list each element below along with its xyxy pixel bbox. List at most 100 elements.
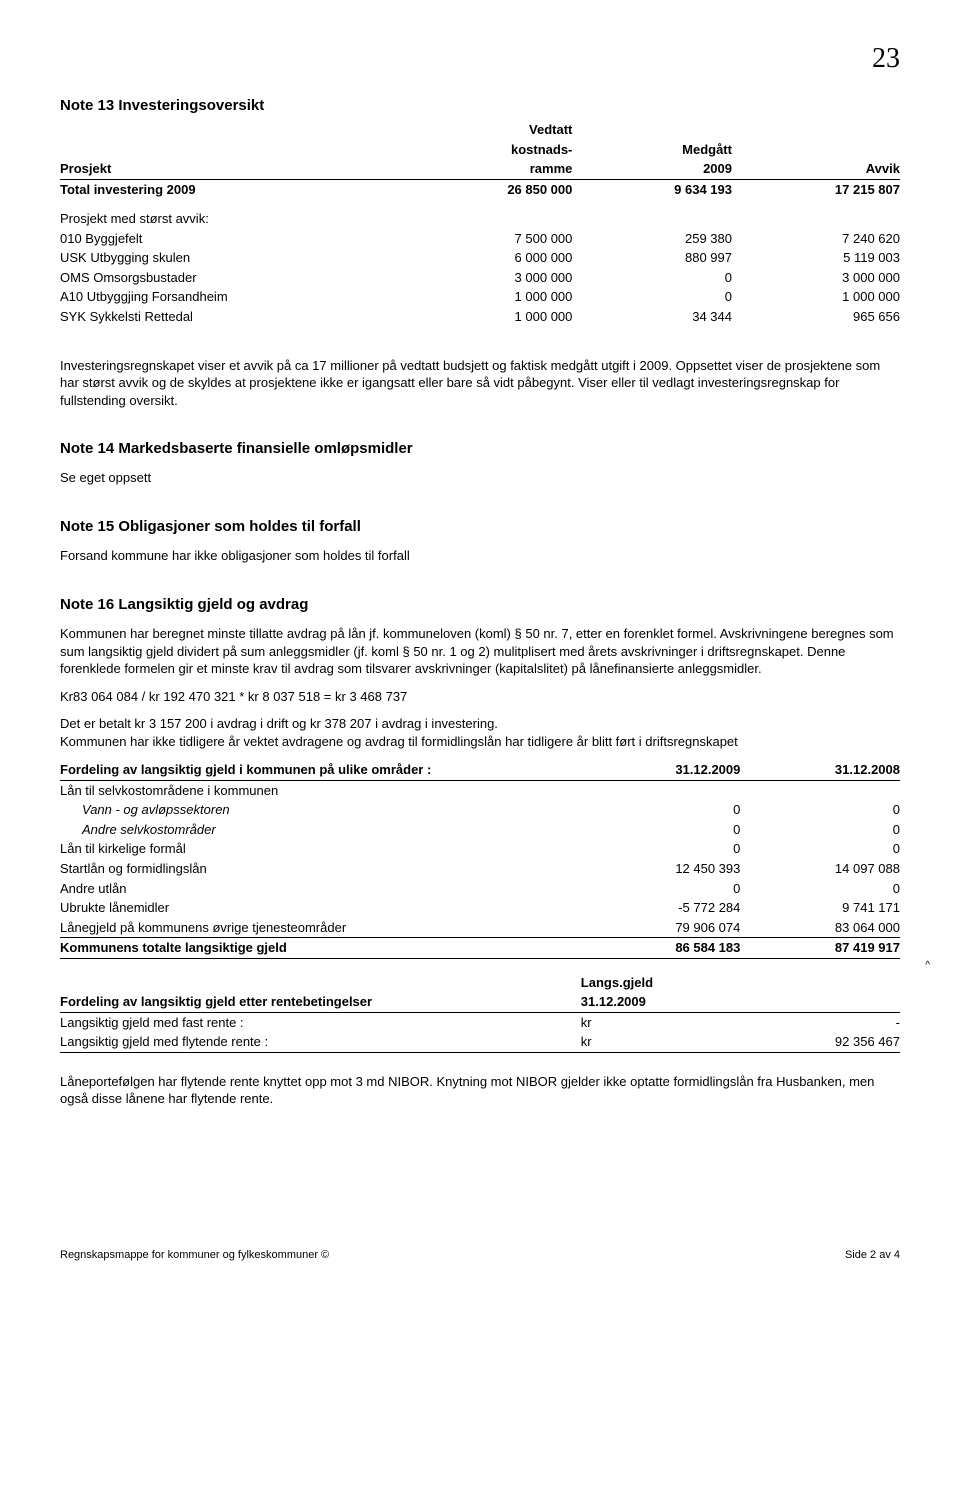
cell: 3 000 000 <box>732 268 900 288</box>
cell: 0 <box>581 820 741 840</box>
n16a-h3: 31.12.2008 <box>740 760 900 780</box>
cell: 92 356 467 <box>740 1032 900 1052</box>
n16b-h1: Fordeling av langsiktig gjeld etter rent… <box>60 992 581 1012</box>
table-row: Lånegjeld på kommunens øvrige tjenesteom… <box>60 918 900 938</box>
note13-h2a: Vedtatt <box>413 120 573 140</box>
cell: 880 997 <box>572 248 732 268</box>
cell: Langsiktig gjeld med flytende rente : <box>60 1032 581 1052</box>
cell: 0 <box>740 800 900 820</box>
cell: Lån til kirkelige formål <box>60 839 581 859</box>
cell: Andre selvkostområder <box>60 820 581 840</box>
table-row: Vann - og avløpssektoren00 <box>60 800 900 820</box>
note16-tableA: Fordeling av langsiktig gjeld i kommunen… <box>60 760 900 958</box>
cell: 1 000 000 <box>413 307 573 327</box>
note13-paragraph: Investeringsregnskapet viser et avvik på… <box>60 357 900 410</box>
note13-h2c: ramme <box>413 159 573 179</box>
note14-title: Note 14 Markedsbaserte finansielle omløp… <box>60 439 900 459</box>
cell: 1 000 000 <box>413 287 573 307</box>
note13-h4: Avvik <box>732 159 900 179</box>
note13-total-v1: 26 850 000 <box>413 179 573 199</box>
table-row: Andre utlån00 <box>60 879 900 899</box>
note16-equation: Kr83 064 084 / kr 192 470 321 * kr 8 037… <box>60 688 900 706</box>
table-row: 010 Byggjefelt7 500 000259 3807 240 620 <box>60 229 900 249</box>
cell: SYK Sykkelsti Rettedal <box>60 307 413 327</box>
cell: Langsiktig gjeld med fast rente : <box>60 1012 581 1032</box>
note13-h3a: Medgått <box>572 140 732 160</box>
cell: 0 <box>572 268 732 288</box>
cell <box>740 780 900 800</box>
caret-mark: ^ <box>925 959 930 973</box>
cell: 0 <box>740 879 900 899</box>
cell: 79 906 074 <box>581 918 741 938</box>
cell: Ubrukte lånemidler <box>60 898 581 918</box>
cell: 7 500 000 <box>413 229 573 249</box>
note16-para2: Det er betalt kr 3 157 200 i avdrag i dr… <box>60 715 900 750</box>
cell: 6 000 000 <box>413 248 573 268</box>
cell: 3 000 000 <box>413 268 573 288</box>
cell: 12 450 393 <box>581 859 741 879</box>
n16a-total-v1: 86 584 183 <box>581 938 741 959</box>
footer-left: Regnskapsmappe for kommuner og fylkeskom… <box>60 1248 329 1263</box>
cell: 0 <box>581 879 741 899</box>
cell: 965 656 <box>732 307 900 327</box>
note13-total-v3: 17 215 807 <box>732 179 900 199</box>
cell: 5 119 003 <box>732 248 900 268</box>
note13-title: Note 13 Investeringsoversikt <box>60 96 900 116</box>
cell: Vann - og avløpssektoren <box>60 800 581 820</box>
cell: 0 <box>572 287 732 307</box>
n16a-total-label: Kommunens totalte langsiktige gjeld <box>60 938 581 959</box>
note15-title: Note 15 Obligasjoner som holdes til forf… <box>60 517 900 537</box>
cell: 0 <box>581 839 741 859</box>
cell: OMS Omsorgsbustader <box>60 268 413 288</box>
note13-h2b: kostnads- <box>413 140 573 160</box>
cell: - <box>740 1012 900 1032</box>
cell: USK Utbygging skulen <box>60 248 413 268</box>
note13-h3b: 2009 <box>572 159 732 179</box>
cell: Startlån og formidlingslån <box>60 859 581 879</box>
cell: 0 <box>581 800 741 820</box>
table-row: Langsiktig gjeld med fast rente :kr- <box>60 1012 900 1032</box>
cell: 34 344 <box>572 307 732 327</box>
note16-para1: Kommunen har beregnet minste tillatte av… <box>60 625 900 678</box>
table-row: OMS Omsorgsbustader3 000 00003 000 000 <box>60 268 900 288</box>
cell: 0 <box>740 839 900 859</box>
n16b-h2a: Langs.gjeld <box>581 973 741 993</box>
cell: 259 380 <box>572 229 732 249</box>
note16-tableB: Langs.gjeld Fordeling av langsiktig gjel… <box>60 973 900 1053</box>
note16-title: Note 16 Langsiktig gjeld og avdrag <box>60 595 900 615</box>
note13-sublabel: Prosjekt med størst avvik: <box>60 209 413 229</box>
cell: Andre utlån <box>60 879 581 899</box>
cell: 1 000 000 <box>732 287 900 307</box>
note14-line: Se eget oppsett <box>60 469 900 487</box>
cell: Lån til selvkostområdene i kommunen <box>60 780 581 800</box>
table-row: Langsiktig gjeld med flytende rente :kr9… <box>60 1032 900 1052</box>
cell: 14 097 088 <box>740 859 900 879</box>
n16a-h2: 31.12.2009 <box>581 760 741 780</box>
cell: Lånegjeld på kommunens øvrige tjenesteom… <box>60 918 581 938</box>
footer-right: Side 2 av 4 <box>845 1248 900 1263</box>
note13-total-v2: 9 634 193 <box>572 179 732 199</box>
note16-para3: Låneportefølgen har flytende rente knytt… <box>60 1073 900 1108</box>
cell: 010 Byggjefelt <box>60 229 413 249</box>
n16a-h1: Fordeling av langsiktig gjeld i kommunen… <box>60 760 581 780</box>
cell: 9 741 171 <box>740 898 900 918</box>
cell: 0 <box>740 820 900 840</box>
cell: kr <box>581 1012 741 1032</box>
note13-h1: Prosjekt <box>60 159 413 179</box>
page-number-handwritten: 23 <box>60 40 900 78</box>
cell: 83 064 000 <box>740 918 900 938</box>
cell: 7 240 620 <box>732 229 900 249</box>
table-row: SYK Sykkelsti Rettedal1 000 00034 344965… <box>60 307 900 327</box>
n16a-total-v2: 87 419 917 <box>740 938 900 959</box>
table-row: A10 Utbyggjing Forsandheim1 000 00001 00… <box>60 287 900 307</box>
cell: -5 772 284 <box>581 898 741 918</box>
cell <box>581 780 741 800</box>
page-footer: Regnskapsmappe for kommuner og fylkeskom… <box>60 1248 900 1263</box>
note13-table: Vedtatt kostnads- Medgått Prosjekt ramme… <box>60 120 900 326</box>
n16b-h2b: 31.12.2009 <box>581 992 741 1012</box>
table-row: Ubrukte lånemidler-5 772 2849 741 171 <box>60 898 900 918</box>
note13-total-label: Total investering 2009 <box>60 179 413 199</box>
table-row: USK Utbygging skulen6 000 000880 9975 11… <box>60 248 900 268</box>
cell: kr <box>581 1032 741 1052</box>
cell: A10 Utbyggjing Forsandheim <box>60 287 413 307</box>
